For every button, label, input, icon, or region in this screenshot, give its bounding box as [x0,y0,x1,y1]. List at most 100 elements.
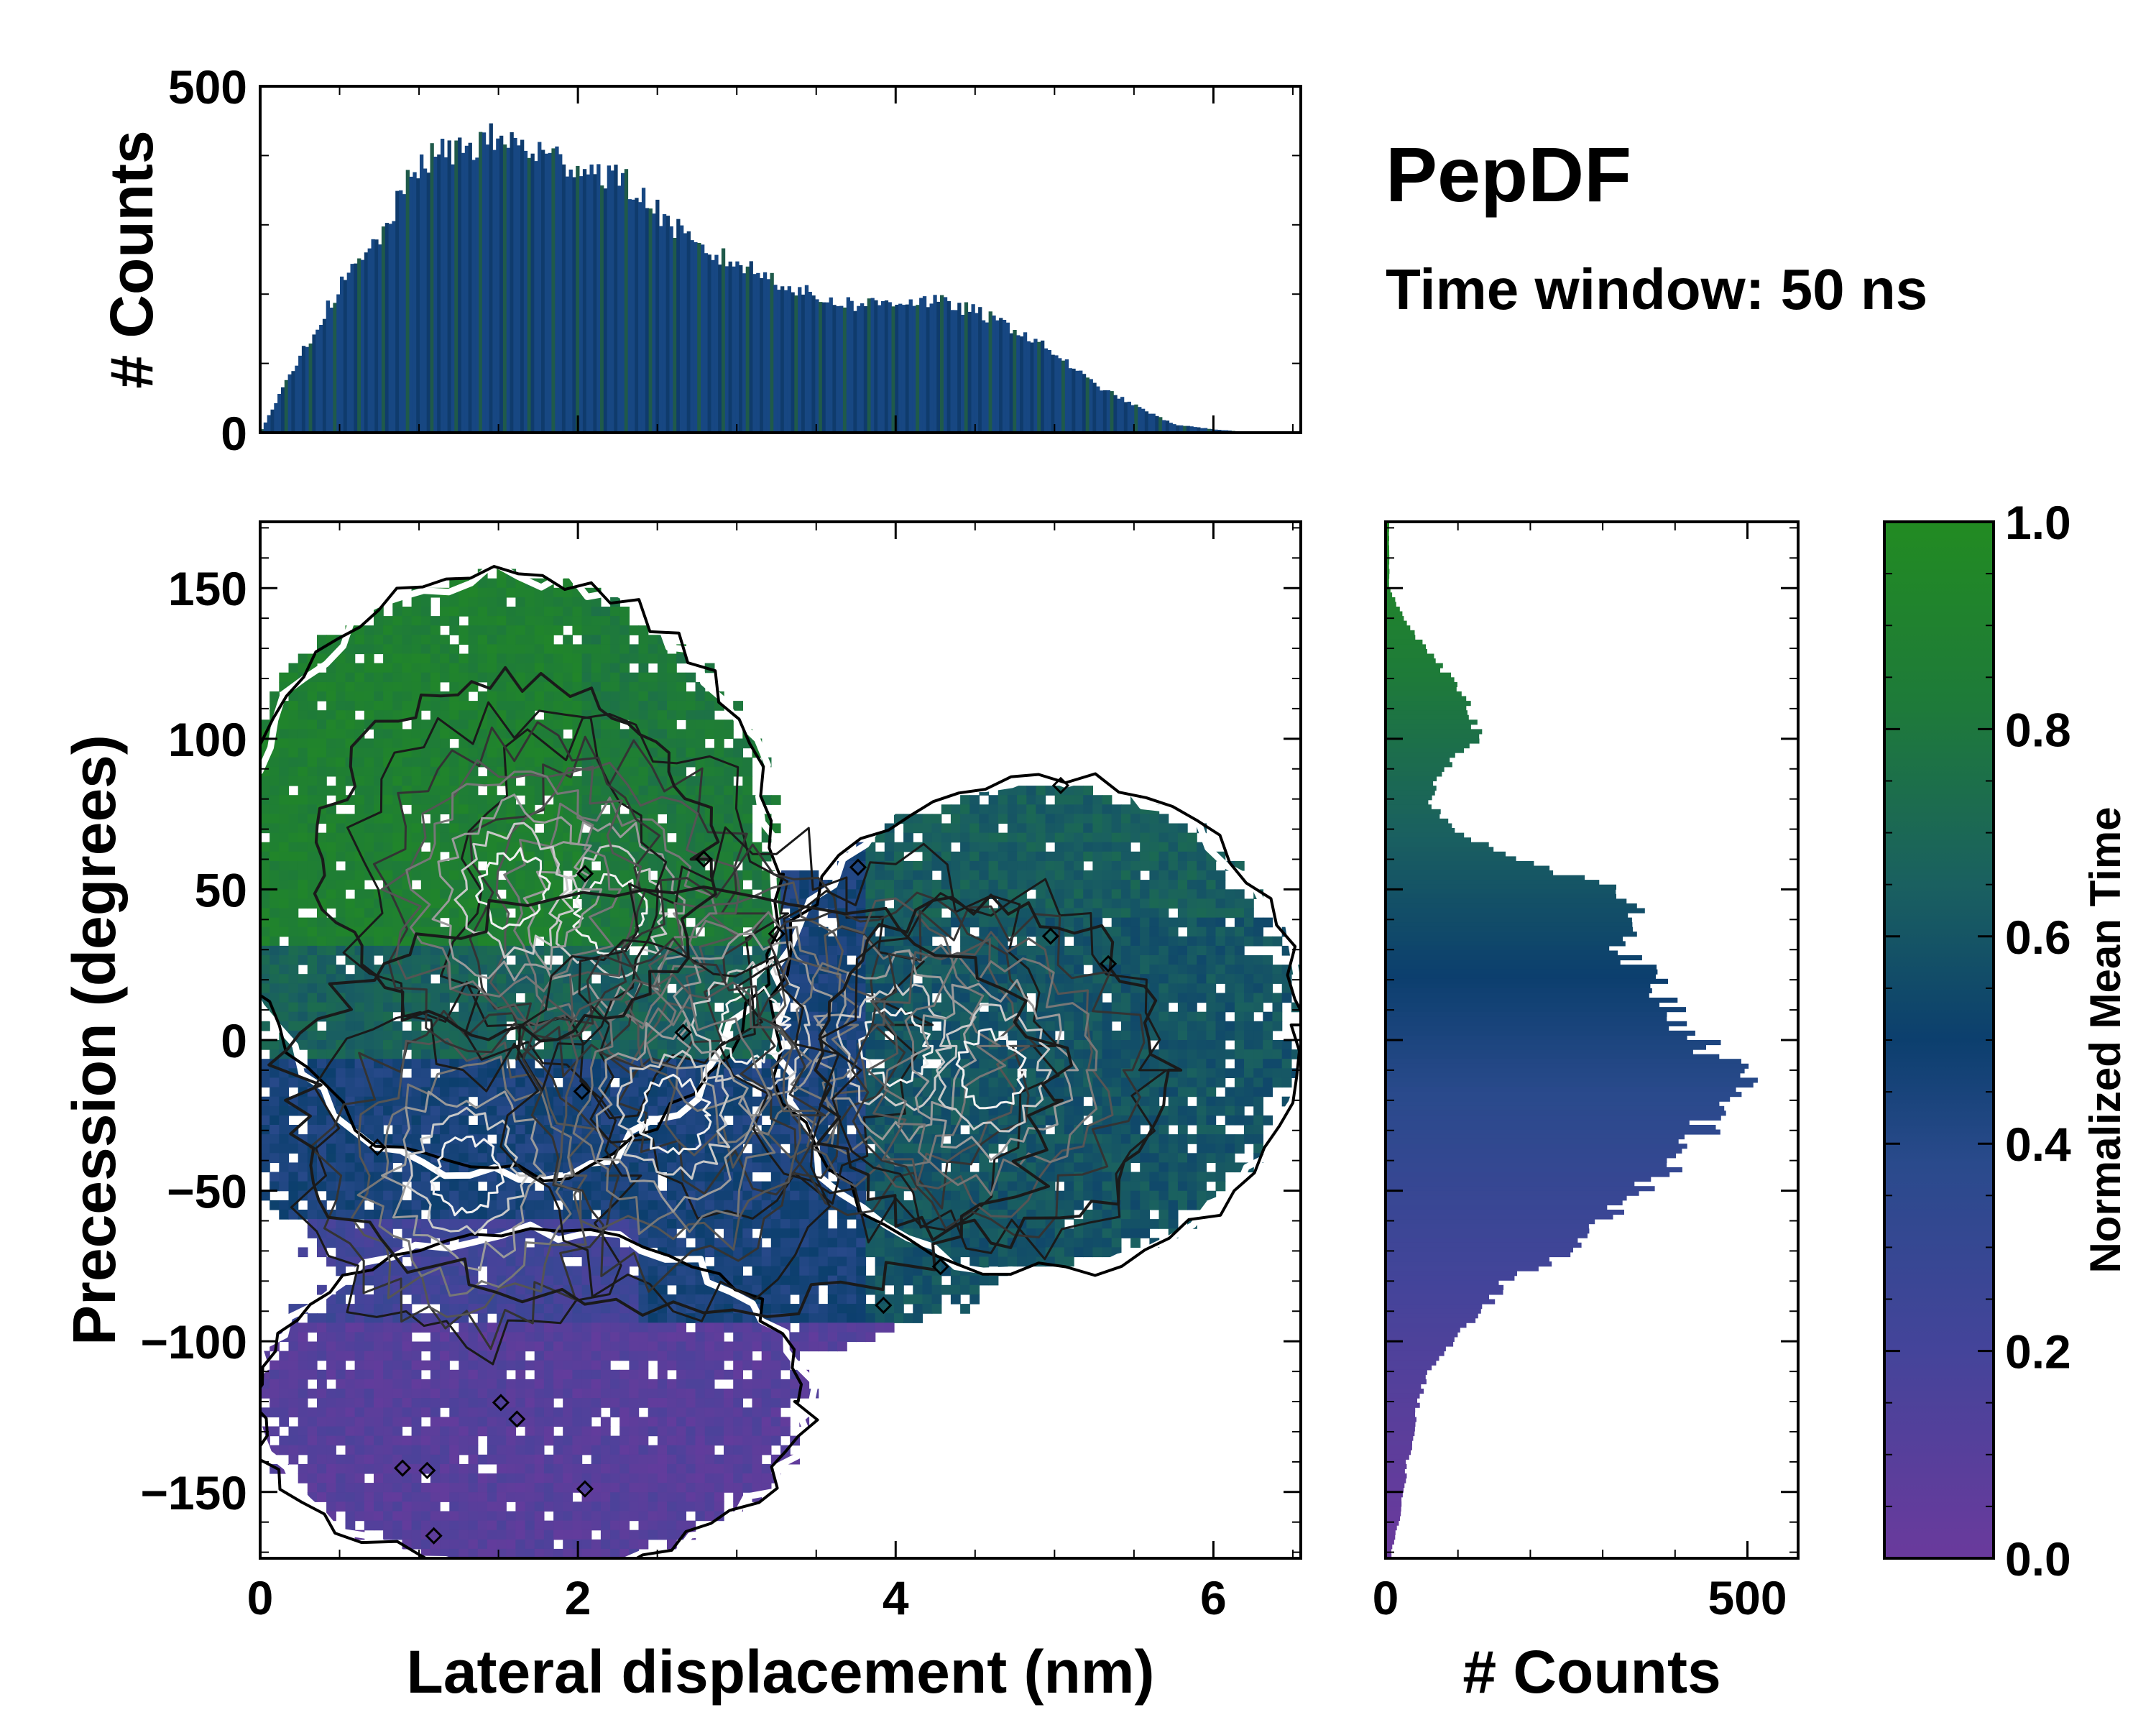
heatmap-cell [336,719,346,730]
heatmap-cell [534,625,545,635]
heatmap-cell [336,1341,346,1352]
heatmap-cell [440,1454,450,1465]
heatmap-cell [619,1332,630,1343]
heatmap-cell [420,795,431,805]
heatmap-cell [336,1087,346,1098]
heatmap-cell [411,1530,422,1540]
heatmap-cell [515,1539,526,1550]
heatmap-cell [411,1492,422,1502]
heatmap-cell [506,926,517,937]
heatmap-cell [686,786,696,796]
heatmap-cell [591,786,602,796]
heatmap-cell [298,691,308,702]
heatmap-cell [411,1473,422,1484]
heatmap-cell [364,955,374,965]
heatmap-cell [440,1398,450,1408]
heatmap-cell [307,1473,318,1484]
heatmap-cell [525,1492,535,1502]
heatmap-cell [619,1256,630,1267]
heatmap-cell [591,776,602,786]
heatmap-cell [534,1389,545,1399]
heatmap-cell [260,786,270,796]
top-hist-bar [780,286,785,433]
heatmap-cell [354,1021,365,1031]
top-hist-bar [763,272,768,433]
heatmap-cell [704,1398,715,1408]
heatmap-cell [374,1511,384,1522]
top-hist-bar [489,123,493,433]
heatmap-cell [392,1153,403,1163]
heatmap-cell [354,644,365,655]
heatmap-cell [676,832,686,843]
heatmap-cell [543,1501,554,1512]
top-hist-bar [811,295,816,433]
heatmap-cell [279,1059,290,1069]
heatmap-cell [563,1341,573,1352]
heatmap-cell [581,1284,592,1295]
heatmap-cell [374,1445,384,1455]
heatmap-cell [629,748,640,758]
heatmap-cell [591,1435,602,1446]
heatmap-cell [600,729,611,740]
heatmap-cell [326,1369,336,1380]
heatmap-cell [581,1398,592,1408]
heatmap-cell [336,1153,346,1163]
heatmap-cell [657,1313,668,1323]
heatmap-cell [591,1068,602,1078]
heatmap-cell [420,1219,431,1229]
heatmap-cell [553,898,563,909]
top-hist-bar [1161,420,1166,433]
heatmap-cell [298,766,308,777]
heatmap-cell [581,804,592,814]
heatmap-cell [497,1351,507,1361]
heatmap-cell [411,635,422,645]
heatmap-cell [724,1219,734,1229]
heatmap-cell [553,1332,563,1343]
heatmap-cell [686,1454,696,1465]
heatmap-cell [354,1369,365,1380]
top-hist-bar [665,216,670,433]
heatmap-cell [581,1511,592,1522]
heatmap-cell [288,710,299,720]
heatmap-cell [667,1445,677,1455]
heatmap-cell [553,1463,563,1474]
heatmap-cell [619,1483,630,1493]
heatmap-cell [392,738,403,749]
heatmap-cell [657,701,668,711]
heatmap-cell [667,860,677,871]
heatmap-cell [430,1294,441,1305]
top-hist-bar [1169,423,1173,433]
heatmap-cell [374,1501,384,1512]
heatmap-cell [336,898,346,909]
heatmap-cell [686,1463,696,1474]
heatmap-cell [543,691,554,702]
heatmap-cell [288,1002,299,1013]
heatmap-cell [553,701,563,711]
heatmap-cell [724,1454,734,1465]
heatmap-cell [600,1445,611,1455]
heatmap-cell [279,842,290,852]
heatmap-cell [534,597,545,607]
heatmap-cell [610,635,620,645]
heatmap-cell [345,851,356,862]
heatmap-cell [553,587,563,598]
top-hist-bar [1141,408,1146,433]
heatmap-cell [515,607,526,617]
heatmap-cell [459,1379,469,1389]
heatmap-cell [468,1379,479,1389]
heatmap-cell [487,851,497,862]
top-hist-bar [718,264,722,433]
heatmap-cell [270,1200,280,1210]
heatmap-cell [440,1077,450,1088]
heatmap-cell [497,1539,507,1550]
heatmap-cell [345,814,356,824]
heatmap-cell [383,1105,393,1116]
heatmap-cell [543,851,554,862]
heatmap-cell [260,814,270,824]
heatmap-cell [515,1266,526,1276]
heatmap-cell [581,1313,592,1323]
heatmap-cell [733,1369,743,1380]
heatmap-cell [572,738,583,749]
heatmap-cell [581,1332,592,1343]
heatmap-cell [543,635,554,645]
